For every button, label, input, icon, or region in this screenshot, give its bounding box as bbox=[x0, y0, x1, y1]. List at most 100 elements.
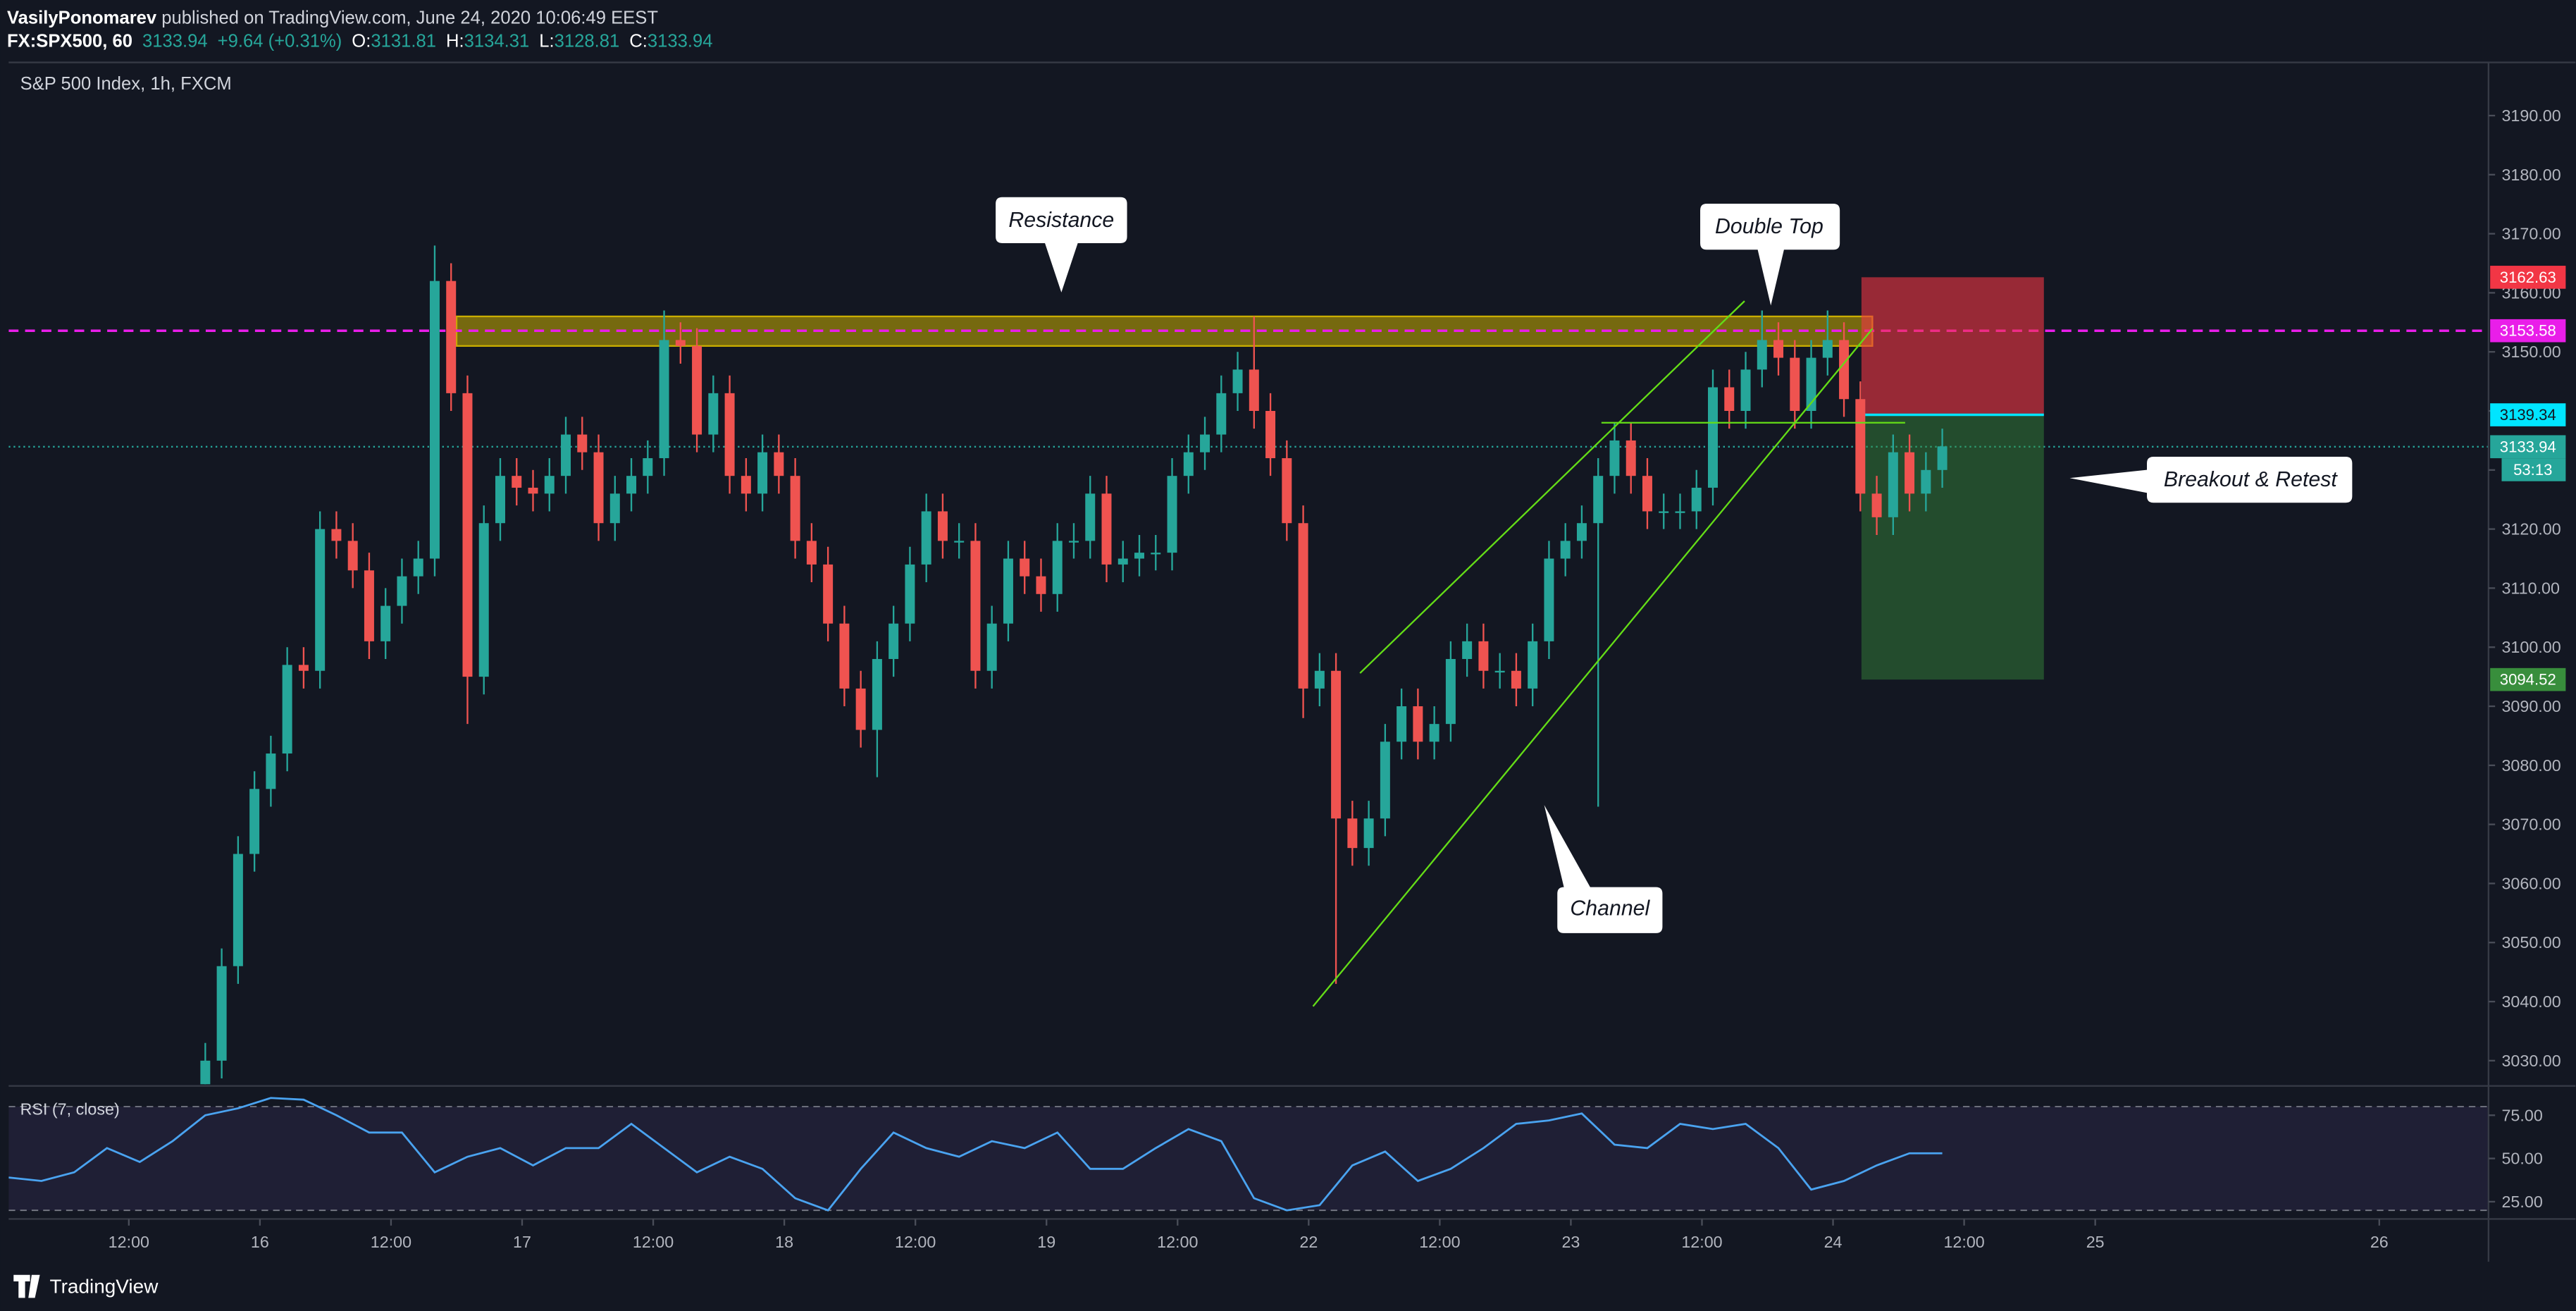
ohlc-label: L: bbox=[539, 31, 554, 51]
candle-body bbox=[1380, 741, 1390, 819]
candle-body bbox=[1101, 493, 1112, 565]
countdown-tag bbox=[2501, 458, 2566, 481]
candle-body bbox=[1003, 558, 1013, 624]
candle-body bbox=[1167, 476, 1177, 553]
candle-body bbox=[1331, 670, 1342, 819]
candle-body bbox=[1609, 440, 1620, 476]
candle-body bbox=[1576, 523, 1587, 541]
candle-body bbox=[905, 564, 915, 624]
candle-body bbox=[1478, 641, 1489, 671]
price-tag bbox=[2490, 319, 2566, 343]
candle-body bbox=[1888, 452, 1898, 517]
chart-legend: S&P 500 Index, 1h, FXCM bbox=[20, 74, 232, 94]
axes: 3030.00 3040.00 3050.00 3060.00 3070.00 3080.… bbox=[8, 61, 2576, 1262]
candle-body bbox=[1085, 493, 1096, 541]
candle-body bbox=[675, 340, 686, 346]
candle-body bbox=[1397, 706, 1407, 742]
candle-body bbox=[1659, 511, 1669, 513]
candle-body bbox=[266, 753, 276, 789]
price-tag bbox=[2490, 435, 2566, 459]
ohlc-value: 3133.94 bbox=[648, 31, 713, 51]
candle-body bbox=[1347, 818, 1358, 849]
y-tick-label: 3120.00 bbox=[2501, 520, 2560, 538]
candle-body bbox=[593, 452, 604, 524]
candle-body bbox=[872, 658, 882, 730]
y-tick-label: 3090.00 bbox=[2501, 697, 2560, 715]
candle-body bbox=[446, 281, 457, 393]
candle-body bbox=[888, 623, 899, 659]
x-tick-label: 12:00 bbox=[371, 1233, 411, 1251]
stop-zone bbox=[1861, 277, 2044, 415]
callout-text: Resistance bbox=[1008, 209, 1114, 232]
candle-body bbox=[1232, 369, 1243, 393]
x-tick-label: 19 bbox=[1037, 1233, 1055, 1251]
candle-body bbox=[1462, 641, 1473, 659]
candle-body bbox=[380, 605, 391, 641]
x-tick-label: 18 bbox=[775, 1233, 793, 1251]
candle-body bbox=[1413, 706, 1423, 742]
change: +9.64 (+0.31%) bbox=[218, 31, 342, 51]
trend-line bbox=[1312, 328, 1874, 1007]
candle-body bbox=[1822, 340, 1833, 358]
candle-body bbox=[1052, 541, 1063, 594]
callout-bubble bbox=[1700, 204, 1840, 306]
x-tick-label: 23 bbox=[1561, 1233, 1580, 1251]
x-tick-label: 12:00 bbox=[1157, 1233, 1198, 1251]
candle-body bbox=[1363, 818, 1374, 849]
ohlc-label: O: bbox=[352, 31, 371, 51]
x-tick-label: 12:00 bbox=[1419, 1233, 1460, 1251]
candle-body bbox=[823, 564, 834, 624]
publish-line: VasilyPonomarev published on TradingView… bbox=[7, 8, 658, 28]
candle-body bbox=[757, 452, 768, 494]
candle-body bbox=[708, 393, 719, 435]
candle-body bbox=[1282, 458, 1292, 524]
candle-body bbox=[1036, 576, 1046, 594]
candle-body bbox=[216, 966, 227, 1061]
candle-body bbox=[561, 434, 571, 476]
y-tick-label: 3050.00 bbox=[2501, 933, 2560, 952]
candle-body bbox=[249, 789, 260, 854]
candle-body bbox=[1134, 553, 1145, 559]
candle-body bbox=[1871, 493, 1882, 517]
y-tick-label: 3100.00 bbox=[2501, 638, 2560, 656]
callout-text: Double Top bbox=[1715, 215, 1823, 238]
candle-body bbox=[1626, 440, 1636, 476]
callouts: Resistance Double Top Channel Breakout &… bbox=[996, 197, 2353, 933]
candle-body bbox=[1675, 511, 1685, 513]
candle-body bbox=[1790, 357, 1800, 412]
y-tick-label: 3070.00 bbox=[2501, 815, 2560, 834]
candle-body bbox=[462, 393, 473, 677]
candle-body bbox=[855, 688, 866, 730]
price-tag bbox=[2490, 667, 2566, 691]
ohlc-label: C: bbox=[629, 31, 648, 51]
candle-body bbox=[1216, 393, 1227, 435]
header: VasilyPonomarev published on TradingView… bbox=[7, 8, 713, 1119]
trend-line bbox=[1359, 300, 1745, 674]
x-tick-label: 22 bbox=[1299, 1233, 1318, 1251]
x-tick-label: 24 bbox=[1824, 1233, 1843, 1251]
candle-body bbox=[1265, 411, 1276, 459]
callout-text: Breakout & Retest bbox=[2164, 468, 2338, 491]
ohlc-value: 3131.81 bbox=[371, 31, 436, 51]
candle-body bbox=[1593, 476, 1604, 524]
candle-body bbox=[1773, 340, 1784, 358]
candle-body bbox=[774, 452, 784, 476]
rsi-tick-label: 25.00 bbox=[2501, 1193, 2542, 1211]
y-tick-label: 3190.00 bbox=[2501, 106, 2560, 125]
x-tick-label: 16 bbox=[251, 1233, 269, 1251]
rsi-band bbox=[8, 1106, 2489, 1211]
countdown: 53:13 bbox=[2513, 461, 2552, 479]
rsi-tick-label: 75.00 bbox=[2501, 1106, 2542, 1124]
candle-body bbox=[806, 541, 817, 565]
ohlc-label: H: bbox=[446, 31, 464, 51]
rsi-tick-label: 50.00 bbox=[2501, 1150, 2542, 1168]
y-tick-label: 3060.00 bbox=[2501, 874, 2560, 892]
x-tick-label: 17 bbox=[513, 1233, 531, 1251]
price-tag-label: 3133.94 bbox=[2500, 438, 2556, 455]
candle-body bbox=[692, 345, 702, 435]
y-tick-label: 3150.00 bbox=[2501, 343, 2560, 361]
candle-body bbox=[478, 523, 489, 677]
candle-body bbox=[1020, 558, 1030, 577]
candle-body bbox=[331, 529, 342, 541]
